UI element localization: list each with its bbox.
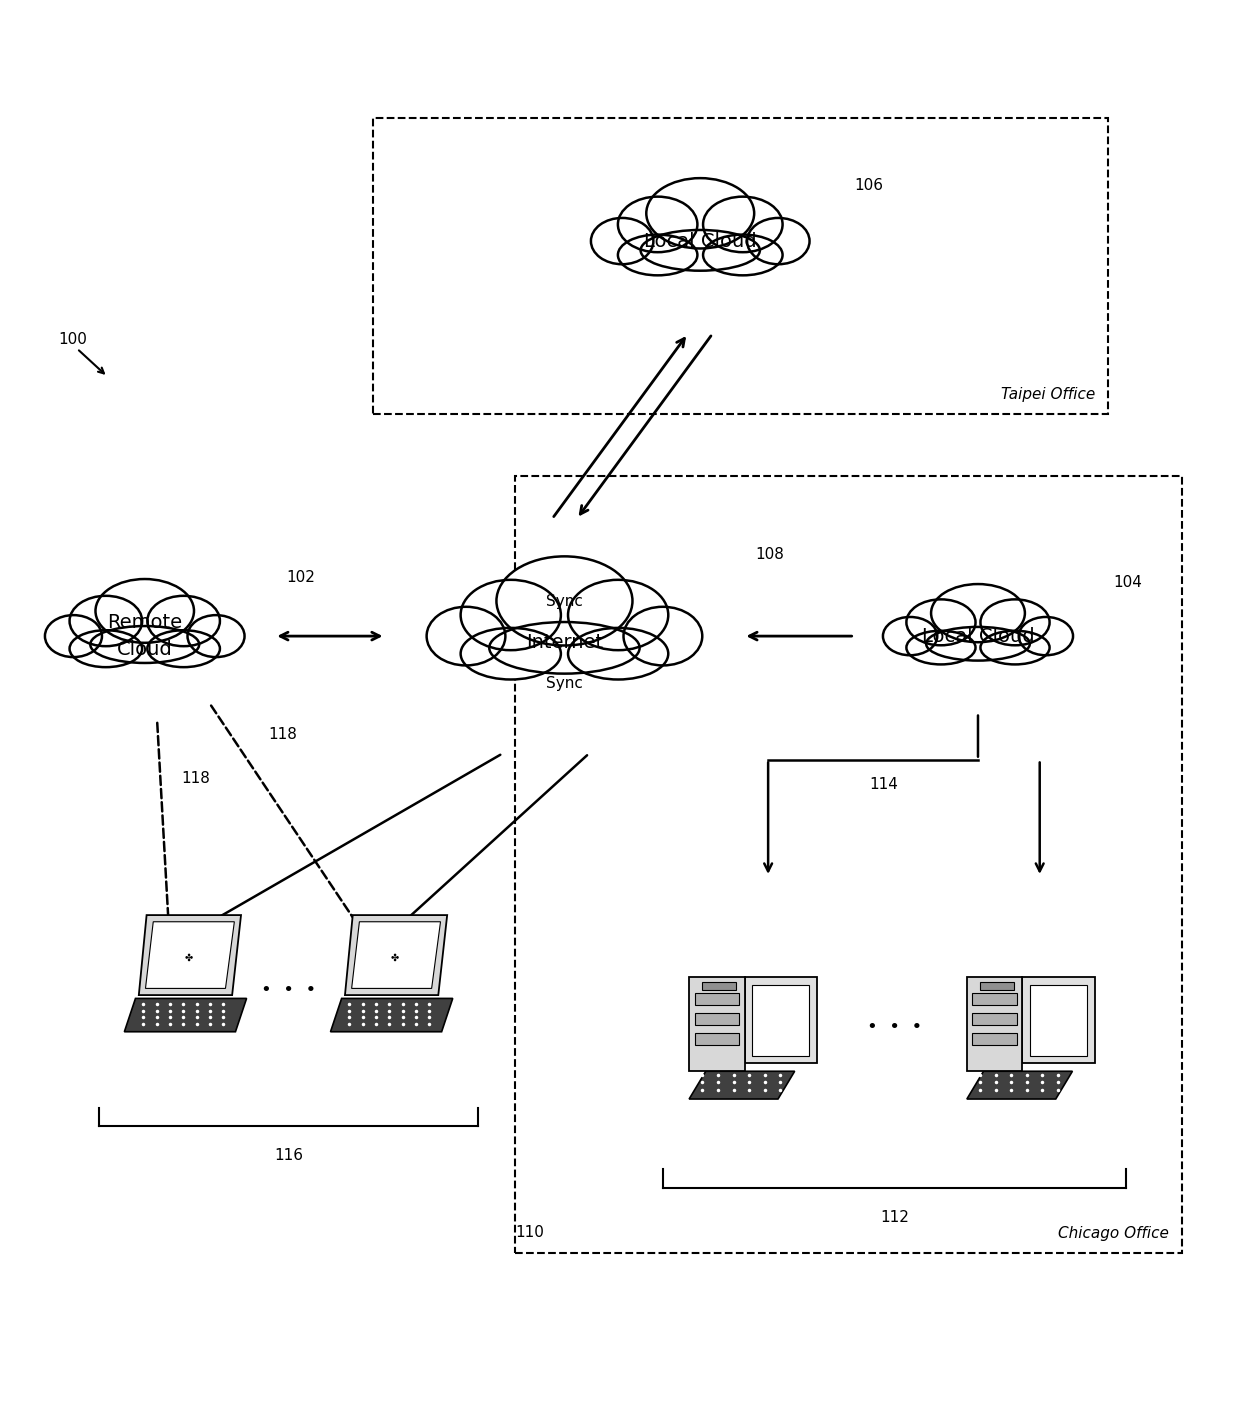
Bar [972, 1014, 1017, 1025]
Text: 114: 114 [869, 777, 898, 791]
Polygon shape [689, 977, 745, 1071]
Bar [694, 994, 739, 1004]
Polygon shape [139, 915, 241, 995]
Ellipse shape [496, 556, 632, 645]
Polygon shape [745, 977, 817, 1063]
Ellipse shape [703, 197, 782, 252]
Ellipse shape [618, 197, 697, 252]
Ellipse shape [45, 615, 102, 658]
Ellipse shape [1019, 617, 1073, 655]
Polygon shape [331, 998, 453, 1032]
Ellipse shape [646, 179, 754, 248]
Text: 100: 100 [58, 332, 87, 348]
Ellipse shape [746, 218, 810, 265]
Text: Sync: Sync [546, 594, 583, 610]
Ellipse shape [904, 605, 1052, 667]
Polygon shape [124, 998, 247, 1032]
Text: Chicago Office: Chicago Office [1059, 1226, 1169, 1240]
Ellipse shape [460, 580, 560, 650]
Text: Local Cloud: Local Cloud [921, 627, 1034, 646]
Ellipse shape [69, 596, 143, 646]
Text: Remote
Cloud: Remote Cloud [107, 614, 182, 659]
Ellipse shape [67, 603, 222, 670]
Bar [972, 1033, 1017, 1045]
Ellipse shape [95, 579, 193, 643]
Ellipse shape [568, 628, 668, 680]
Text: 116: 116 [274, 1149, 303, 1163]
Text: ✤: ✤ [185, 952, 193, 962]
Text: 118: 118 [268, 728, 298, 742]
Text: ✤: ✤ [391, 952, 399, 962]
Ellipse shape [460, 628, 560, 680]
Ellipse shape [187, 615, 244, 658]
Ellipse shape [427, 607, 506, 666]
Bar [694, 1033, 739, 1045]
Ellipse shape [568, 580, 668, 650]
Bar [694, 1014, 739, 1025]
Polygon shape [753, 984, 810, 1056]
Bar [972, 994, 1017, 1004]
Polygon shape [967, 977, 1023, 1071]
Polygon shape [1030, 984, 1087, 1056]
Text: 104: 104 [1114, 574, 1142, 590]
Text: Taipei Office: Taipei Office [1001, 387, 1095, 401]
Ellipse shape [69, 631, 143, 667]
Text: 118: 118 [182, 770, 211, 786]
Ellipse shape [981, 631, 1049, 665]
Text: 112: 112 [880, 1209, 909, 1225]
Ellipse shape [641, 230, 760, 270]
Ellipse shape [148, 596, 219, 646]
Polygon shape [967, 1071, 1073, 1100]
Polygon shape [689, 1071, 795, 1100]
Ellipse shape [591, 218, 653, 265]
Ellipse shape [618, 235, 697, 276]
Ellipse shape [906, 631, 976, 665]
Ellipse shape [703, 235, 782, 276]
Ellipse shape [91, 627, 200, 663]
Ellipse shape [624, 607, 702, 666]
Bar [703, 983, 735, 990]
Text: Sync: Sync [546, 676, 583, 690]
Ellipse shape [883, 617, 937, 655]
Ellipse shape [926, 627, 1030, 660]
Ellipse shape [615, 204, 785, 279]
Ellipse shape [490, 622, 640, 673]
Bar [373, 118, 1107, 414]
Polygon shape [145, 922, 234, 988]
Polygon shape [352, 922, 440, 988]
Text: 102: 102 [286, 570, 315, 584]
Bar [515, 476, 1182, 1253]
Ellipse shape [931, 584, 1025, 642]
Ellipse shape [458, 589, 672, 683]
Bar [980, 983, 1013, 990]
Ellipse shape [906, 600, 976, 645]
Ellipse shape [981, 600, 1049, 645]
Text: •  •  •: • • • [867, 1018, 923, 1036]
Text: 108: 108 [756, 546, 785, 562]
Polygon shape [345, 915, 448, 995]
Text: Local Cloud: Local Cloud [644, 231, 756, 251]
Text: Internet: Internet [526, 632, 603, 652]
Text: 106: 106 [854, 177, 884, 193]
Text: 110: 110 [515, 1225, 544, 1240]
Text: •  •  •: • • • [260, 981, 316, 1000]
Ellipse shape [148, 631, 219, 667]
Polygon shape [1023, 977, 1095, 1063]
